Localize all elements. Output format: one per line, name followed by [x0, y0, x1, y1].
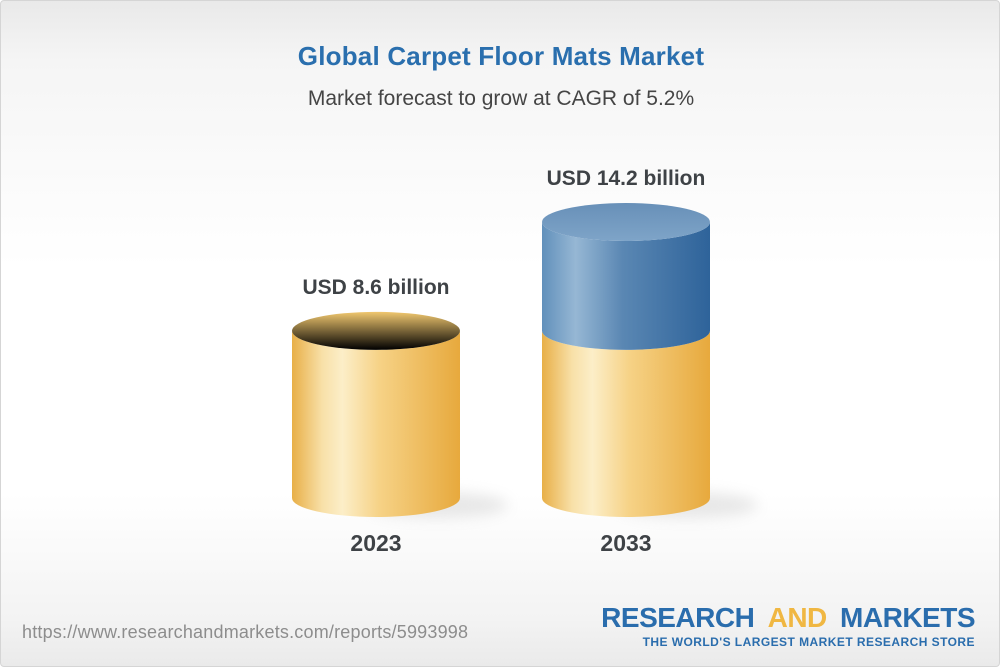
logo-word-and: AND — [767, 602, 828, 633]
bar-2023-top-face — [292, 311, 460, 350]
category-label-2023: 2023 — [350, 530, 402, 556]
value-label-2023: USD 8.6 billion — [302, 275, 450, 299]
logo-word-research: RESEARCH — [601, 602, 755, 633]
bar-2033-top-face — [542, 203, 710, 241]
bars-layer — [292, 203, 758, 518]
logo-word-markets: MARKETS — [840, 602, 975, 633]
bar-2033-segment-growth-2023-2033 — [542, 222, 710, 350]
researchandmarkets-logo: RESEARCH AND MARKETS THE WORLD'S LARGEST… — [601, 603, 975, 650]
logo-wordmark: RESEARCH AND MARKETS — [601, 603, 975, 633]
report-url: https://www.researchandmarkets.com/repor… — [22, 622, 469, 642]
category-label-2033: 2033 — [600, 530, 652, 556]
chart-subtitle: Market forecast to grow at CAGR of 5.2% — [307, 87, 695, 110]
chart-title: Global Carpet Floor Mats Market — [297, 41, 705, 71]
logo-tagline: THE WORLD'S LARGEST MARKET RESEARCH STOR… — [642, 635, 975, 649]
bar-2033-segment-base-2023 — [542, 330, 710, 517]
value-label-2033: USD 14.2 billion — [546, 167, 706, 190]
bar-2033-shadow — [615, 492, 758, 518]
bar-2023-shadow — [365, 492, 508, 518]
bar-2023-segment-base-2023 — [292, 330, 460, 517]
